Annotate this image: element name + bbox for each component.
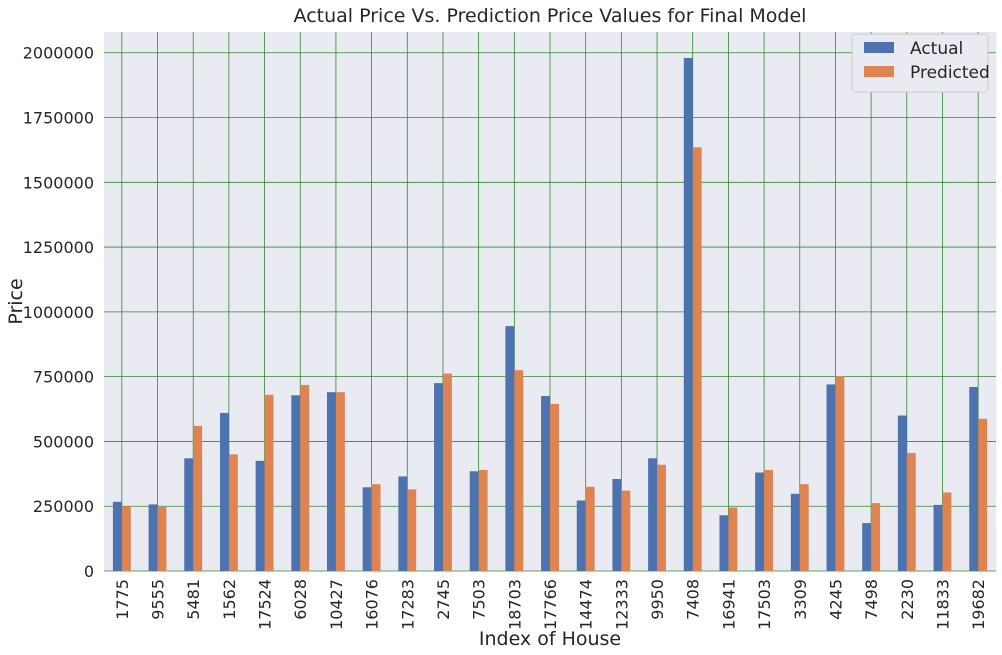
bar-actual-7503 [469, 471, 479, 571]
bar-actual-1775 [112, 501, 122, 571]
bar-predicted-6028 [300, 384, 310, 571]
bar-actual-19682 [969, 387, 979, 571]
bar-predicted-9950 [657, 464, 666, 571]
legend-label-actual: Actual [910, 39, 963, 59]
bar-predicted-14474 [585, 486, 595, 571]
bar-actual-17503 [755, 472, 765, 571]
x-tick-label: 7498 [862, 579, 881, 620]
legend-label-predicted: Predicted [910, 63, 990, 83]
x-tick-labels: 1775 9555 5481 1562 17524 6028 10427 16076 17283… [113, 579, 988, 630]
bar-actual-11833 [933, 504, 943, 571]
bar-predicted-18703 [514, 370, 524, 571]
bar-actual-7498 [862, 523, 872, 571]
y-tick-label: 1000000 [23, 303, 94, 322]
x-tick-label: 9950 [648, 579, 667, 620]
x-tick-label: 5481 [184, 579, 203, 620]
bar-predicted-1562 [228, 454, 238, 571]
bar-predicted-7498 [871, 503, 881, 571]
y-axis-label: Price [5, 278, 27, 324]
x-tick-label: 1562 [220, 579, 239, 620]
x-tick-label: 19682 [969, 579, 988, 630]
x-tick-label: 7408 [684, 579, 703, 620]
x-tick-label: 10427 [327, 579, 346, 630]
bar-predicted-7408 [692, 147, 702, 571]
bar-actual-2230 [897, 415, 907, 571]
bar-predicted-16941 [728, 507, 738, 571]
x-tick-label: 3309 [791, 579, 810, 620]
x-tick-label: 11833 [933, 579, 952, 630]
bar-actual-16941 [719, 515, 729, 571]
bar-predicted-4245 [835, 376, 845, 571]
x-tick-label: 4245 [826, 579, 845, 620]
bar-predicted-17283 [407, 489, 417, 571]
bar-predicted-5481 [193, 425, 203, 571]
bar-actual-16076 [362, 487, 372, 571]
bar-actual-17524 [255, 460, 265, 571]
x-tick-label: 12333 [612, 579, 631, 630]
bar-predicted-2230 [906, 453, 916, 571]
bars [112, 57, 988, 572]
bar-predicted-9555 [157, 506, 167, 571]
bar-predicted-3309 [799, 484, 809, 571]
bar-actual-17766 [541, 396, 550, 571]
y-tick-labels: 0 250000 500000 750000 1000000 1250000 1500000… [23, 44, 94, 581]
bar-predicted-17503 [764, 469, 773, 571]
y-tick-label: 1250000 [23, 238, 94, 257]
bar-predicted-19682 [978, 418, 988, 571]
y-tick-label: 0 [84, 562, 94, 581]
bar-actual-17283 [398, 476, 408, 571]
legend: Actual Predicted [851, 33, 990, 93]
bar-actual-2745 [434, 383, 443, 571]
bar-actual-1562 [219, 412, 229, 571]
legend-swatch-predicted [864, 66, 894, 77]
y-tick-label: 500000 [33, 432, 94, 451]
bar-predicted-7503 [478, 469, 488, 571]
bar-actual-10427 [327, 392, 336, 571]
x-axis-label: Index of House [479, 628, 621, 650]
bar-actual-5481 [184, 458, 194, 571]
bar-actual-6028 [291, 395, 301, 571]
bar-predicted-17524 [264, 394, 274, 571]
x-tick-label: 9555 [149, 579, 168, 620]
x-tick-label: 17283 [398, 579, 417, 630]
x-tick-label: 16941 [719, 579, 738, 630]
bar-predicted-2745 [442, 373, 452, 571]
y-tick-label: 1750000 [23, 109, 94, 128]
bar-actual-3309 [790, 493, 800, 571]
legend-swatch-actual [864, 42, 894, 53]
x-tick-label: 14474 [577, 579, 596, 630]
bar-actual-7408 [683, 57, 693, 572]
y-tick-label: 2000000 [23, 44, 94, 63]
bar-actual-4245 [826, 384, 836, 571]
x-tick-label: 17503 [755, 579, 774, 630]
bar-actual-9555 [148, 504, 158, 571]
x-tick-label: 2230 [898, 579, 917, 620]
bar-predicted-16076 [371, 484, 381, 571]
bar-predicted-12333 [621, 490, 631, 571]
x-tick-label: 17524 [256, 579, 275, 630]
bar-predicted-1775 [121, 506, 131, 571]
bar-predicted-17766 [550, 403, 559, 571]
x-tick-label: 17766 [541, 579, 560, 630]
bar-actual-18703 [505, 326, 515, 571]
bar-predicted-10427 [335, 392, 345, 571]
x-tick-label: 7503 [470, 579, 489, 620]
y-tick-label: 1500000 [23, 173, 94, 192]
x-tick-label: 6028 [291, 579, 310, 620]
bar-actual-14474 [576, 500, 586, 571]
bar-predicted-11833 [942, 492, 952, 571]
x-tick-label: 2745 [434, 579, 453, 620]
x-tick-label: 16076 [363, 579, 382, 630]
x-tick-label: 18703 [505, 579, 524, 630]
y-tick-label: 250000 [33, 497, 94, 516]
y-tick-label: 750000 [33, 368, 94, 387]
x-tick-label: 1775 [113, 579, 132, 620]
bar-actual-12333 [612, 479, 622, 571]
bar-actual-9950 [648, 458, 658, 571]
chart-title: Actual Price Vs. Prediction Price Values… [294, 5, 807, 27]
